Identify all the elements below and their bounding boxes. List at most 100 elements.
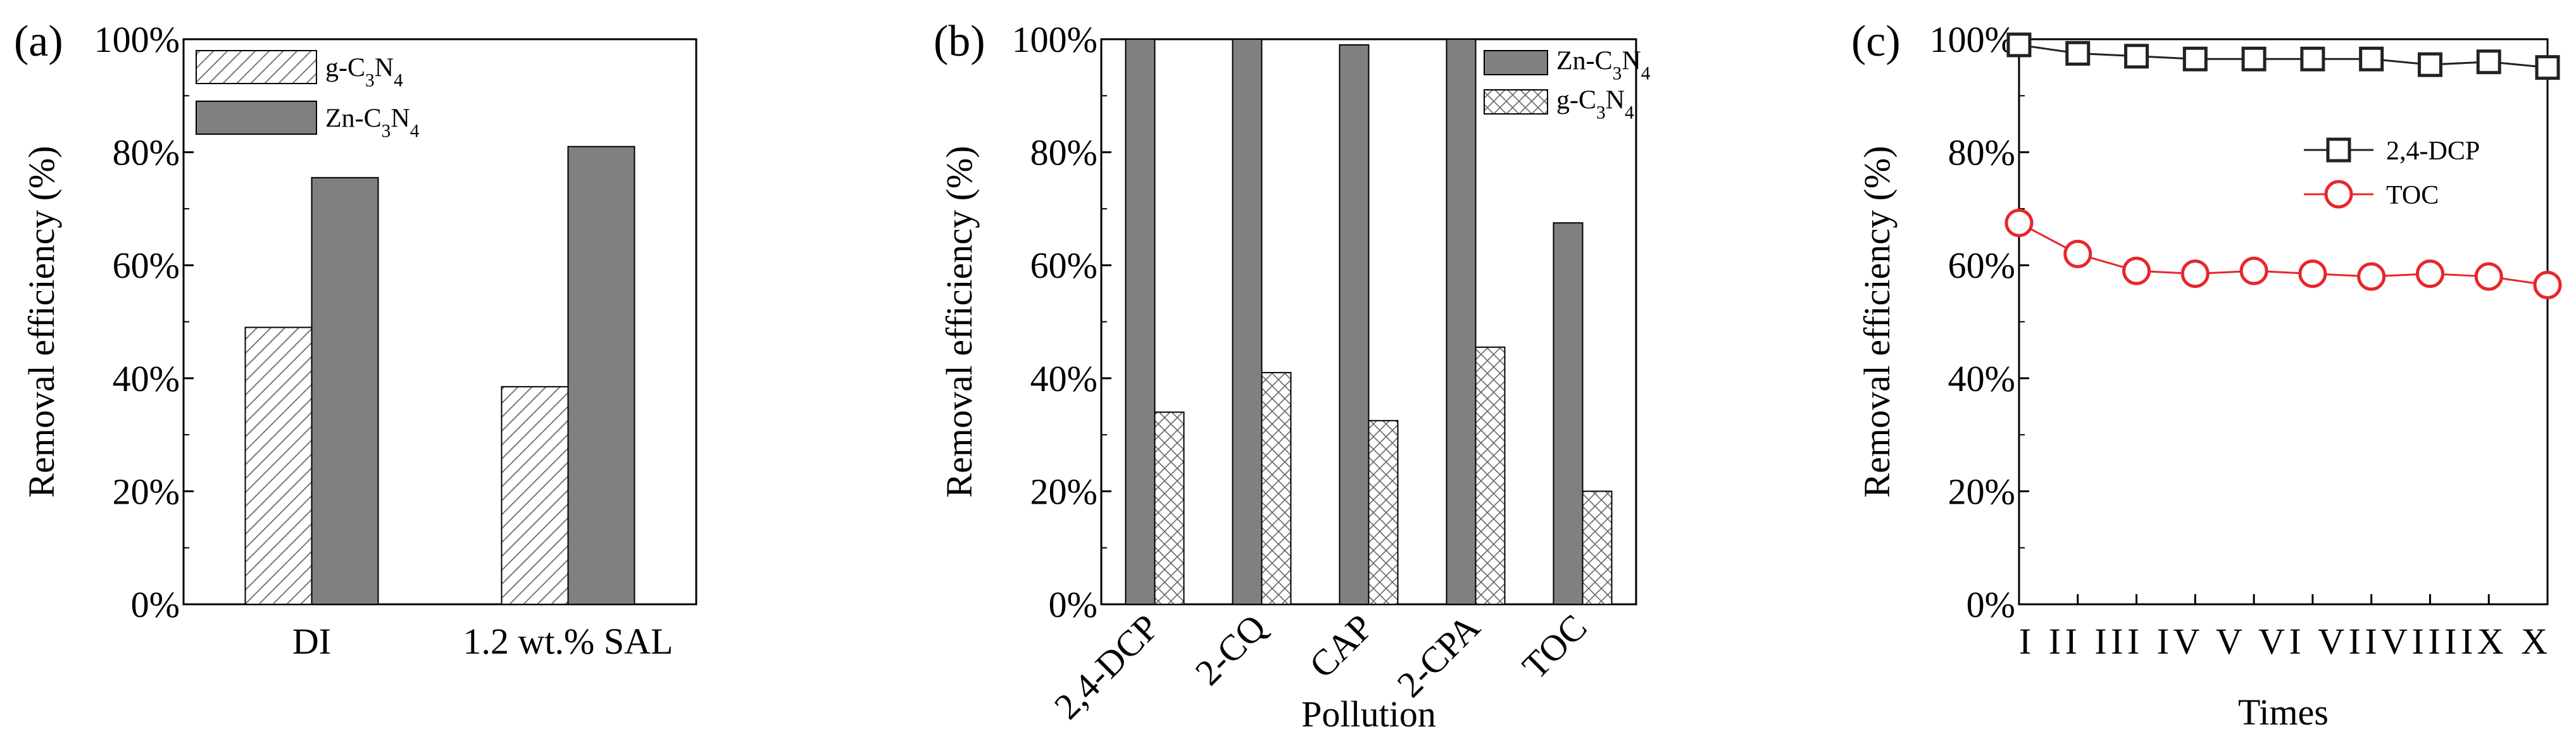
- panel-label: (a): [14, 17, 63, 66]
- legend-g-c3n4-part-1: 3: [1596, 103, 1606, 123]
- legend-label-zn-c3n4: Zn-C3N4: [1556, 47, 1651, 84]
- x-axis-title: Times: [2238, 692, 2329, 733]
- point-toc-8: [2474, 262, 2503, 291]
- plot-frame: [2018, 38, 2549, 606]
- point-toc-9: [2533, 270, 2562, 299]
- legend-zn-c3n4-part-1: 3: [382, 121, 391, 142]
- panel-label: (c): [1851, 17, 1901, 66]
- y-tick-label: 40%: [1948, 358, 2015, 399]
- point-2-4-dcp-2: [2124, 44, 2149, 69]
- legend-zn-c3n4-part-0: Zn-C: [1556, 47, 1613, 76]
- panel-b: (b) 0% 20% 40% 60% 80% 100% Removal efficiency …: [934, 17, 1651, 734]
- y-axis-title: Removal efficiency (%): [1856, 146, 1898, 497]
- legend-g-c3n4-part-3: 4: [1625, 103, 1634, 123]
- panel-c: (c) 0% 20% 40% 60% 80% 100% Removal efficiency …: [1851, 17, 2562, 733]
- bar-zn-c3n4-di: [311, 177, 379, 606]
- legend-marker-2-4-dcp: [2326, 137, 2351, 163]
- legend-g-c3n4-part-1: 3: [365, 71, 375, 91]
- bar-zn-c3n4-toc: [1553, 222, 1584, 606]
- legend-g-c3n4-part-2: N: [375, 54, 394, 83]
- legend-zn-c3n4-part-0: Zn-C: [325, 104, 382, 134]
- bar-g-c3n4-2-cpa: [1475, 346, 1506, 605]
- y-axis-title: Removal efficiency (%): [21, 146, 62, 497]
- legend-label-zn-c3n4: Zn-C3N4: [325, 104, 420, 142]
- y-axis-title: Removal efficiency (%): [939, 146, 980, 497]
- bar-zn-c3n4-2-cpa: [1446, 39, 1477, 605]
- y-tick-label: 40%: [113, 358, 180, 399]
- legend-swatch-zn-c3n4: [1484, 50, 1548, 75]
- y-tick-label: 60%: [1948, 245, 2015, 286]
- y-tick-label: 80%: [113, 132, 180, 173]
- y-tick-label: 60%: [1030, 245, 1097, 286]
- panel-label: (b): [934, 17, 985, 66]
- series-line-toc: [2018, 221, 2548, 286]
- legend-g-c3n4-part-2: N: [1606, 86, 1625, 115]
- bar-zn-c3n4-cap: [1339, 44, 1370, 606]
- legend-zn-c3n4-part-2: N: [1622, 47, 1641, 76]
- point-2-4-dcp-5: [2300, 46, 2325, 72]
- x-tick-label: DI: [292, 621, 331, 662]
- x-tick-label: 2-CQ: [1187, 606, 1274, 693]
- legend-label-2-4-dcp: 2,4-DCP: [2386, 137, 2480, 166]
- point-2-4-dcp-3: [2182, 46, 2208, 72]
- y-tick-label: 60%: [113, 245, 180, 286]
- x-tick-label: CAP: [1301, 606, 1381, 686]
- bar-g-c3n4-2-cq: [1261, 371, 1292, 605]
- x-tick-label: 1.2 wt.% SAL: [463, 621, 673, 662]
- point-toc-6: [2357, 262, 2386, 291]
- legend: 2,4-DCP TOC: [2304, 137, 2480, 210]
- bar-zn-c3n4-1-2-wt-sal: [567, 146, 635, 606]
- point-2-4-dcp-0: [2006, 32, 2032, 58]
- legend-marker-toc: [2324, 180, 2353, 209]
- point-2-4-dcp-6: [2359, 46, 2384, 72]
- point-2-4-dcp-1: [2065, 40, 2091, 66]
- legend-zn-c3n4-part-3: 4: [1641, 64, 1651, 84]
- point-toc-2: [2122, 256, 2151, 285]
- legend-zn-c3n4-part-1: 3: [1613, 64, 1622, 84]
- panel-a: (a) 0% 20% 40% 60% 80% 100% Removal efficiency …: [14, 17, 697, 662]
- point-toc-4: [2239, 256, 2268, 285]
- y-tick-label: 80%: [1030, 132, 1097, 173]
- bar-zn-c3n4-2-4-dcp: [1125, 39, 1156, 605]
- x-tick-label: TOC: [1514, 606, 1594, 687]
- point-toc-1: [2063, 239, 2092, 268]
- legend-label-toc: TOC: [2386, 181, 2439, 210]
- legend-swatch-g-c3n4: [196, 50, 317, 84]
- point-2-4-dcp-8: [2476, 49, 2501, 75]
- point-2-4-dcp-4: [2241, 46, 2267, 72]
- bar-g-c3n4-cap: [1368, 420, 1399, 606]
- bar-g-c3n4-di: [244, 327, 313, 605]
- legend-swatch-zn-c3n4: [196, 101, 317, 135]
- bar-g-c3n4-2-4-dcp: [1154, 411, 1185, 605]
- point-toc-7: [2415, 259, 2444, 289]
- legend-swatch-g-c3n4: [1484, 89, 1548, 115]
- legend-g-c3n4-part-3: 4: [394, 71, 403, 91]
- legend-g-c3n4-part-0: g-C: [325, 54, 365, 83]
- y-tick-label: 0%: [131, 584, 180, 625]
- point-toc-0: [2004, 208, 2034, 237]
- series-line-2-4-dcp: [2018, 44, 2548, 69]
- point-toc-5: [2298, 259, 2327, 289]
- y-tick-label: 20%: [1030, 471, 1097, 512]
- y-tick-label: 40%: [1030, 358, 1097, 399]
- y-tick-label: 0%: [1966, 584, 2015, 625]
- legend-label-g-c3n4: g-C3N4: [325, 54, 403, 91]
- x-tick-labels: I II III IV V VI VIIVIIIIX X: [2019, 621, 2548, 662]
- legend-g-c3n4-part-0: g-C: [1556, 86, 1596, 115]
- y-tick-label: 0%: [1049, 584, 1097, 625]
- y-tick-label: 20%: [113, 471, 180, 512]
- point-2-4-dcp-9: [2535, 55, 2560, 80]
- x-tick-label: 2-CPA: [1389, 606, 1488, 705]
- bar-zn-c3n4-2-cq: [1232, 39, 1263, 605]
- legend-label-g-c3n4: g-C3N4: [1556, 86, 1634, 123]
- y-tick-label: 100%: [1012, 19, 1097, 60]
- legend-zn-c3n4-part-3: 4: [410, 121, 420, 142]
- y-tick-label: 20%: [1948, 471, 2015, 512]
- point-toc-3: [2180, 259, 2210, 289]
- legend-zn-c3n4-part-2: N: [391, 104, 410, 134]
- bar-g-c3n4-toc: [1582, 490, 1613, 606]
- x-axis-title: Pollution: [1301, 694, 1436, 734]
